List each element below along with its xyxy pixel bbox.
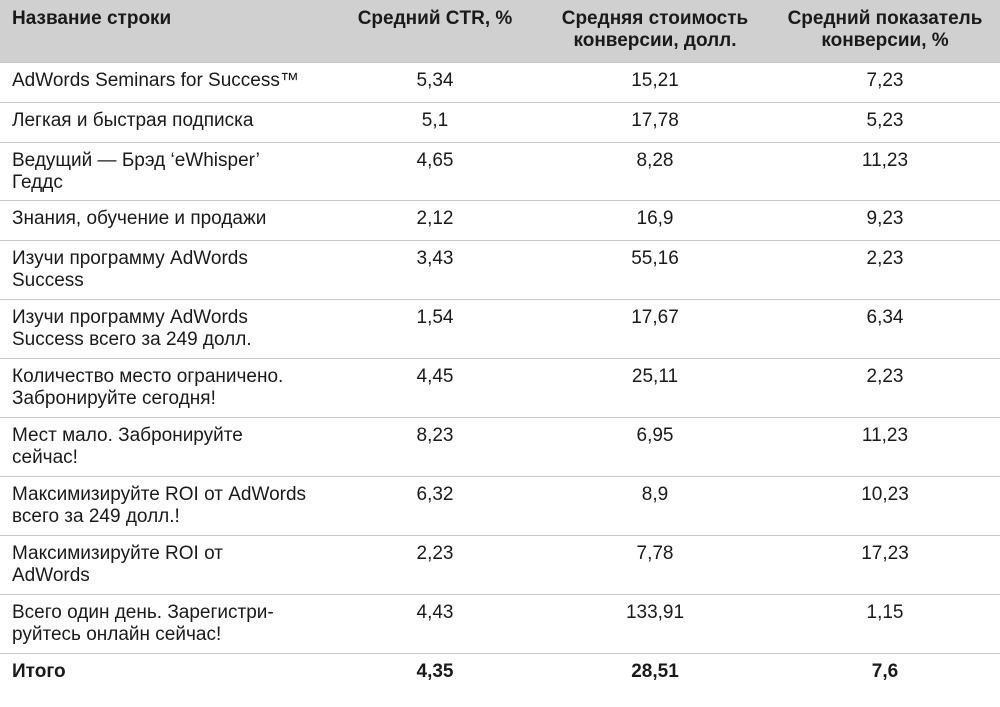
row-name: Легкая и быстрая подписка (0, 101, 330, 142)
row-name: Количество место ограничено. Забронируйт… (0, 357, 330, 417)
row-conversion-cost: 7,78 (540, 534, 770, 594)
row-name: Максимизируйте ROI от AdWords всего за 2… (0, 475, 330, 535)
row-ctr: 5,34 (330, 61, 540, 102)
total-conversion-rate: 7,6 (770, 652, 1000, 693)
row-name: Изучи программу AdWords Success (0, 239, 330, 299)
table-row: Максимизируйте ROI от AdWords 2,23 7,78 … (0, 534, 1000, 594)
row-ctr: 2,23 (330, 534, 540, 594)
row-ctr: 2,12 (330, 199, 540, 240)
row-name: Максимизируйте ROI от AdWords (0, 534, 330, 594)
row-conversion-rate: 2,23 (770, 357, 1000, 417)
row-conversion-rate: 7,23 (770, 61, 1000, 102)
table-row: Максимизируйте ROI от AdWords всего за 2… (0, 475, 1000, 535)
table-row: Ведущий — Брэд ‘eWhisper’ Геддс 4,65 8,2… (0, 141, 1000, 200)
row-conversion-cost: 15,21 (540, 61, 770, 102)
table-row: Знания, обучение и продажи 2,12 16,9 9,2… (0, 199, 1000, 240)
table-row: Мест мало. Забронируйте сейчас! 8,23 6,9… (0, 416, 1000, 476)
row-ctr: 4,43 (330, 593, 540, 653)
row-ctr: 3,43 (330, 239, 540, 299)
row-name: Изучи программу AdWords Success всего за… (0, 298, 330, 358)
row-conversion-rate: 5,23 (770, 101, 1000, 142)
row-conversion-cost: 8,28 (540, 141, 770, 200)
row-conversion-rate: 6,34 (770, 298, 1000, 358)
row-conversion-cost: 17,67 (540, 298, 770, 358)
table-row: Изучи программу AdWords Success 3,43 55,… (0, 239, 1000, 299)
header-avg-conversion-cost: Средняя стоимость конверсии, долл. (540, 0, 770, 62)
table-row: Легкая и быстрая подписка 5,1 17,78 5,23 (0, 101, 1000, 142)
row-ctr: 8,23 (330, 416, 540, 476)
row-conversion-cost: 55,16 (540, 239, 770, 299)
row-ctr: 1,54 (330, 298, 540, 358)
table-row: Всего один день. Зарегистри-руйтесь онла… (0, 593, 1000, 653)
header-avg-conversion-rate: Средний показатель конверсии, % (770, 0, 1000, 62)
total-row: Итого 4,35 28,51 7,6 (0, 652, 1000, 693)
row-conversion-rate: 11,23 (770, 416, 1000, 476)
row-name: AdWords Seminars for Success™ (0, 61, 330, 102)
table-header-row: Название строки Средний CTR, % Средняя с… (0, 0, 1000, 62)
row-name: Знания, обучение и продажи (0, 199, 330, 240)
table-row: AdWords Seminars for Success™ 5,34 15,21… (0, 61, 1000, 102)
row-conversion-cost: 17,78 (540, 101, 770, 142)
total-conversion-cost: 28,51 (540, 652, 770, 693)
row-conversion-cost: 6,95 (540, 416, 770, 476)
row-conversion-cost: 25,11 (540, 357, 770, 417)
row-conversion-rate: 11,23 (770, 141, 1000, 200)
total-label: Итого (0, 652, 330, 693)
row-name: Всего один день. Зарегистри-руйтесь онла… (0, 593, 330, 653)
row-conversion-cost: 8,9 (540, 475, 770, 535)
row-conversion-rate: 17,23 (770, 534, 1000, 594)
row-conversion-cost: 133,91 (540, 593, 770, 653)
header-row-name: Название строки (0, 0, 330, 62)
row-conversion-cost: 16,9 (540, 199, 770, 240)
row-ctr: 5,1 (330, 101, 540, 142)
header-avg-ctr: Средний CTR, % (330, 0, 540, 62)
total-ctr: 4,35 (330, 652, 540, 693)
row-conversion-rate: 1,15 (770, 593, 1000, 653)
row-ctr: 6,32 (330, 475, 540, 535)
row-ctr: 4,65 (330, 141, 540, 200)
row-name: Мест мало. Забронируйте сейчас! (0, 416, 330, 476)
row-conversion-rate: 2,23 (770, 239, 1000, 299)
row-conversion-rate: 10,23 (770, 475, 1000, 535)
row-conversion-rate: 9,23 (770, 199, 1000, 240)
table-row: Количество место ограничено. Забронируйт… (0, 357, 1000, 417)
row-name: Ведущий — Брэд ‘eWhisper’ Геддс (0, 141, 330, 200)
table-row: Изучи программу AdWords Success всего за… (0, 298, 1000, 358)
row-ctr: 4,45 (330, 357, 540, 417)
